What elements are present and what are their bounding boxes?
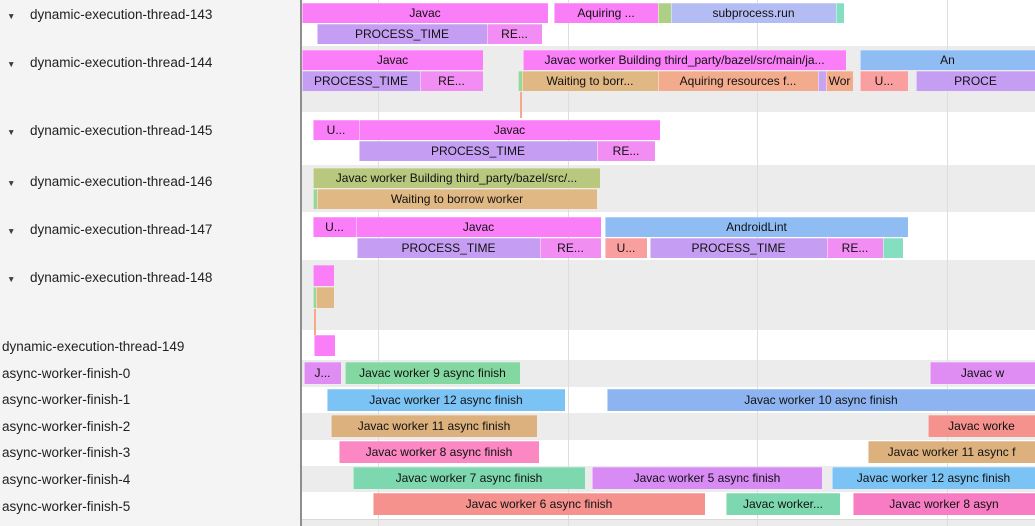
track-label-dynamic-execution-thread-143[interactable]: ▼ dynamic-execution-thread-143 — [0, 5, 300, 25]
track-name-text: dynamic-execution-thread-143 — [30, 7, 213, 22]
track-section-background — [302, 260, 1035, 330]
trace-slice[interactable]: subprocess.run — [671, 3, 836, 23]
trace-slice[interactable]: Waiting to borr... — [522, 71, 658, 91]
trace-slice[interactable]: Javac worker 9 async finish — [345, 362, 520, 384]
trace-slice[interactable]: Javac — [302, 3, 548, 23]
trace-slice[interactable]: RE... — [540, 238, 601, 258]
track-section-background — [302, 330, 1035, 360]
trace-slice[interactable]: Wor — [826, 71, 853, 91]
track-label-async-worker-finish-5[interactable]: async-worker-finish-5 — [0, 497, 300, 517]
trace-slice[interactable]: Javac worker 10 async finish — [607, 389, 1035, 411]
trace-slice[interactable]: J... — [304, 362, 341, 384]
trace-slice[interactable]: PROCESS_TIME — [359, 141, 597, 161]
time-gridline — [757, 0, 758, 526]
trace-slice[interactable]: RE... — [597, 141, 655, 161]
track-label-async-worker-finish-4[interactable]: async-worker-finish-4 — [0, 470, 300, 490]
trace-slice[interactable] — [313, 287, 316, 308]
track-name-text: async-worker-finish-2 — [2, 419, 131, 434]
trace-slice[interactable]: Javac worker Building third_party/bazel/… — [313, 168, 600, 188]
trace-slice[interactable]: Javac worker 7 async finish — [353, 467, 585, 489]
trace-slice[interactable]: Aquiring ... — [554, 3, 658, 23]
track-name-text: async-worker-finish-3 — [2, 445, 131, 460]
trace-slice[interactable] — [314, 335, 335, 356]
trace-slice[interactable]: Javac — [359, 120, 660, 140]
track-name-text: dynamic-execution-thread-149 — [2, 339, 185, 354]
track-name-text: dynamic-execution-thread-144 — [30, 55, 213, 70]
track-label-async-worker-finish-0[interactable]: async-worker-finish-0 — [0, 364, 300, 384]
trace-slice[interactable]: Javac worker... — [726, 493, 840, 515]
expand-triangle-icon[interactable]: ▼ — [7, 226, 16, 236]
trace-slice[interactable] — [313, 265, 334, 286]
time-gridline — [947, 0, 948, 526]
track-section-background — [302, 519, 1035, 526]
time-gridline — [568, 0, 569, 526]
trace-slice[interactable] — [658, 3, 671, 23]
trace-slice[interactable]: Javac worker 12 async finish — [327, 389, 565, 411]
trace-slice[interactable]: RE... — [420, 71, 483, 91]
trace-slice[interactable]: Waiting to borrow worker — [317, 189, 597, 209]
trace-slice[interactable]: RE... — [827, 238, 883, 258]
trace-slice[interactable]: AndroidLint — [605, 217, 908, 237]
trace-slice[interactable]: Javac worker 8 asyn — [853, 493, 1035, 515]
trace-slice[interactable]: Javac worker Building third_party/bazel/… — [523, 50, 846, 70]
track-name-text: async-worker-finish-0 — [2, 366, 131, 381]
trace-slice[interactable]: Javac — [356, 217, 601, 237]
trace-slice[interactable]: U... — [313, 217, 356, 237]
section-divider — [302, 519, 1035, 520]
trace-slice[interactable]: U... — [860, 71, 908, 91]
trace-slice[interactable]: An — [860, 50, 1035, 70]
trace-slice[interactable]: Javac worker 11 async f — [868, 441, 1035, 463]
expand-triangle-icon[interactable]: ▼ — [7, 127, 16, 137]
trace-slice[interactable]: Javac worke — [928, 415, 1035, 437]
time-gridline — [378, 0, 379, 526]
flow-event-tick — [520, 92, 522, 118]
track-label-dynamic-execution-thread-149[interactable]: dynamic-execution-thread-149 — [0, 337, 300, 357]
track-name-text: async-worker-finish-5 — [2, 499, 131, 514]
trace-slice[interactable] — [836, 3, 844, 23]
trace-slice[interactable]: Javac — [302, 50, 483, 70]
track-label-async-worker-finish-2[interactable]: async-worker-finish-2 — [0, 417, 300, 437]
trace-slice[interactable]: Javac worker 5 async finish — [592, 467, 822, 489]
track-name-text: dynamic-execution-thread-148 — [30, 270, 213, 285]
expand-triangle-icon[interactable]: ▼ — [7, 59, 16, 69]
trace-slice[interactable]: PROCESS_TIME — [357, 238, 540, 258]
track-name-text: dynamic-execution-thread-145 — [30, 123, 213, 138]
trace-slice[interactable]: Javac worker 11 async finish — [331, 415, 537, 437]
expand-triangle-icon[interactable]: ▼ — [7, 178, 16, 188]
track-label-dynamic-execution-thread-146[interactable]: ▼ dynamic-execution-thread-146 — [0, 172, 300, 192]
expand-triangle-icon[interactable]: ▼ — [7, 11, 16, 21]
trace-slice[interactable]: Javac worker 12 async finish — [832, 467, 1035, 489]
trace-slice[interactable]: U... — [605, 238, 647, 258]
trace-slice[interactable] — [518, 71, 522, 91]
trace-slice[interactable]: Javac worker 6 async finish — [373, 493, 705, 515]
trace-slice[interactable] — [316, 287, 334, 308]
track-name-text: dynamic-execution-thread-147 — [30, 222, 213, 237]
track-name-sidebar: ▼ dynamic-execution-thread-143 ▼ dynamic-ex… — [0, 0, 302, 526]
track-label-dynamic-execution-thread-145[interactable]: ▼ dynamic-execution-thread-145 — [0, 121, 300, 141]
track-label-dynamic-execution-thread-147[interactable]: ▼ dynamic-execution-thread-147 — [0, 220, 300, 240]
trace-slice[interactable] — [883, 238, 903, 258]
track-label-dynamic-execution-thread-148[interactable]: ▼ dynamic-execution-thread-148 — [0, 268, 300, 288]
trace-slice[interactable]: PROCESS_TIME — [302, 71, 420, 91]
trace-slice[interactable] — [818, 71, 826, 91]
trace-slice[interactable]: PROCESS_TIME — [650, 238, 827, 258]
timeline-track-area: Javac Aquiring ... subprocess.run PROCESS_T… — [302, 0, 1035, 526]
track-name-text: async-worker-finish-1 — [2, 392, 131, 407]
track-label-async-worker-finish-1[interactable]: async-worker-finish-1 — [0, 390, 300, 410]
flow-event-tick — [314, 309, 316, 336]
track-label-dynamic-execution-thread-144[interactable]: ▼ dynamic-execution-thread-144 — [0, 53, 300, 73]
track-name-text: dynamic-execution-thread-146 — [30, 174, 213, 189]
trace-slice[interactable]: PROCESS_TIME — [317, 24, 487, 44]
trace-slice[interactable]: Aquiring resources f... — [658, 71, 818, 91]
trace-slice[interactable]: U... — [313, 120, 359, 140]
trace-slice[interactable]: RE... — [487, 24, 542, 44]
trace-slice[interactable]: PROCE — [916, 71, 1035, 91]
track-name-text: async-worker-finish-4 — [2, 472, 131, 487]
track-label-async-worker-finish-3[interactable]: async-worker-finish-3 — [0, 443, 300, 463]
trace-slice[interactable]: Javac w — [930, 362, 1035, 384]
expand-triangle-icon[interactable]: ▼ — [7, 274, 16, 284]
trace-slice[interactable]: Javac worker 8 async finish — [339, 441, 539, 463]
trace-slice[interactable] — [313, 189, 317, 209]
